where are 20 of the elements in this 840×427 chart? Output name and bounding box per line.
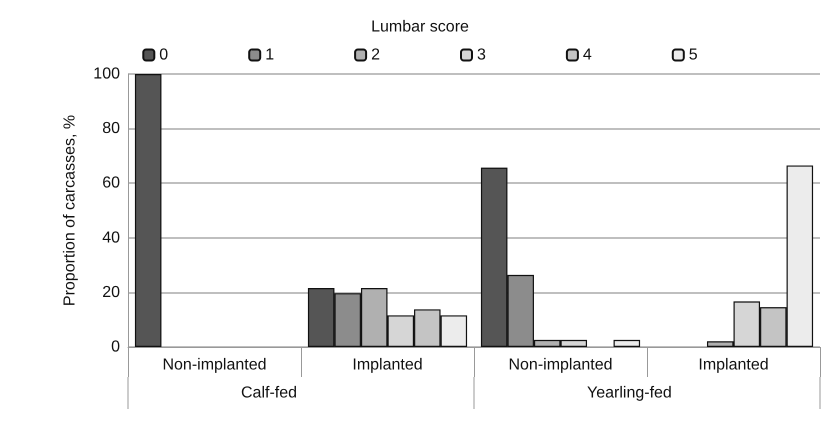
x-tick-label: Implanted <box>352 356 423 374</box>
y-tick-label: 0 <box>111 338 120 356</box>
legend-label: 5 <box>688 46 698 64</box>
y-tick-label: 100 <box>93 66 120 82</box>
y-tick-label: 80 <box>102 120 120 138</box>
legend-label: 1 <box>265 46 274 64</box>
text: Calf-fed <box>241 384 298 402</box>
legend-label: 3 <box>477 46 486 64</box>
x-tick-label: Non-implanted <box>508 356 613 374</box>
legend-title: Lumbar score <box>371 18 470 36</box>
y-tick-label: 40 <box>102 229 120 246</box>
y-tick-label: 20 <box>102 284 120 301</box>
x-tick-label: Implanted <box>698 356 769 374</box>
legend-label: 0 <box>159 46 168 64</box>
legend-label: 4 <box>582 46 592 64</box>
y-axis-title: Proportion of carcasses, % <box>62 114 78 306</box>
y-tick-label: 60 <box>102 174 120 192</box>
legend-label: 2 <box>371 46 380 64</box>
text: Yearling-fed <box>587 384 672 402</box>
x-tick-label: Non-implanted <box>162 356 267 374</box>
